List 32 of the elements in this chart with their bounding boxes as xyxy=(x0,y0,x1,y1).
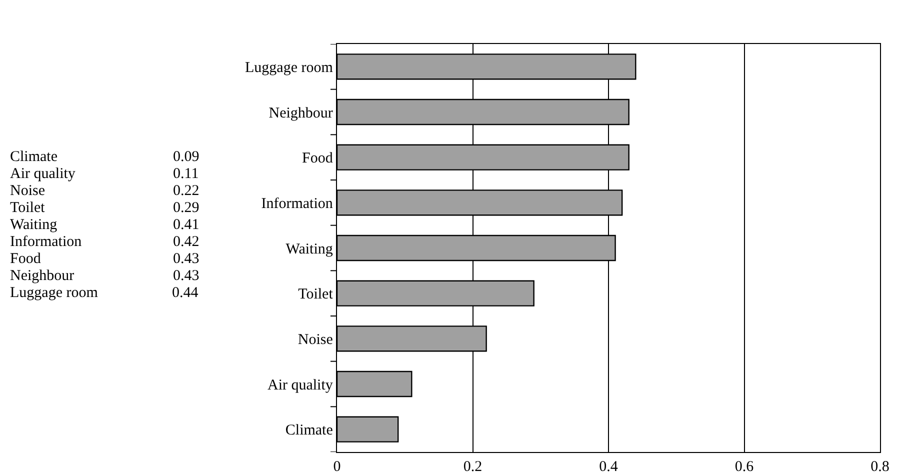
text: Luggage room xyxy=(10,285,98,301)
y-tick-label: Air quality xyxy=(267,377,334,394)
text: Food xyxy=(10,251,42,267)
y-tick-label: Information xyxy=(261,196,334,212)
text: 0.43 xyxy=(173,268,200,284)
text: Noise xyxy=(10,183,46,199)
x-tick-label: 0.2 xyxy=(463,459,482,475)
text: 0.41 xyxy=(173,217,200,233)
text: 0.22 xyxy=(173,183,200,199)
text: 0.11 xyxy=(173,166,199,182)
text: Neighbour xyxy=(10,268,74,284)
text: 0.43 xyxy=(173,251,200,267)
text: Toilet xyxy=(10,200,46,216)
y-tick-label: Food xyxy=(302,150,334,167)
y-tick-label: Waiting xyxy=(286,241,334,258)
x-tick-label: 0.6 xyxy=(734,459,754,475)
text: 0.44 xyxy=(172,285,199,301)
text: 0.42 xyxy=(173,234,200,250)
text: Air quality xyxy=(10,166,76,182)
y-tick-label: Climate xyxy=(285,422,334,439)
text: Information xyxy=(10,234,82,250)
y-tick-label: Toilet xyxy=(298,286,334,303)
x-tick-label: 0 xyxy=(333,459,341,475)
x-tick-label: 0.8 xyxy=(870,459,890,475)
y-tick-label: Noise xyxy=(298,332,334,348)
x-tick-label: 0.4 xyxy=(599,459,618,475)
y-tick-label: Luggage room xyxy=(245,60,334,76)
text: 0.29 xyxy=(173,200,200,216)
text: Climate xyxy=(10,149,58,165)
text: Waiting xyxy=(10,217,58,233)
y-tick-label: Neighbour xyxy=(268,105,333,122)
text: 0.09 xyxy=(173,149,200,165)
